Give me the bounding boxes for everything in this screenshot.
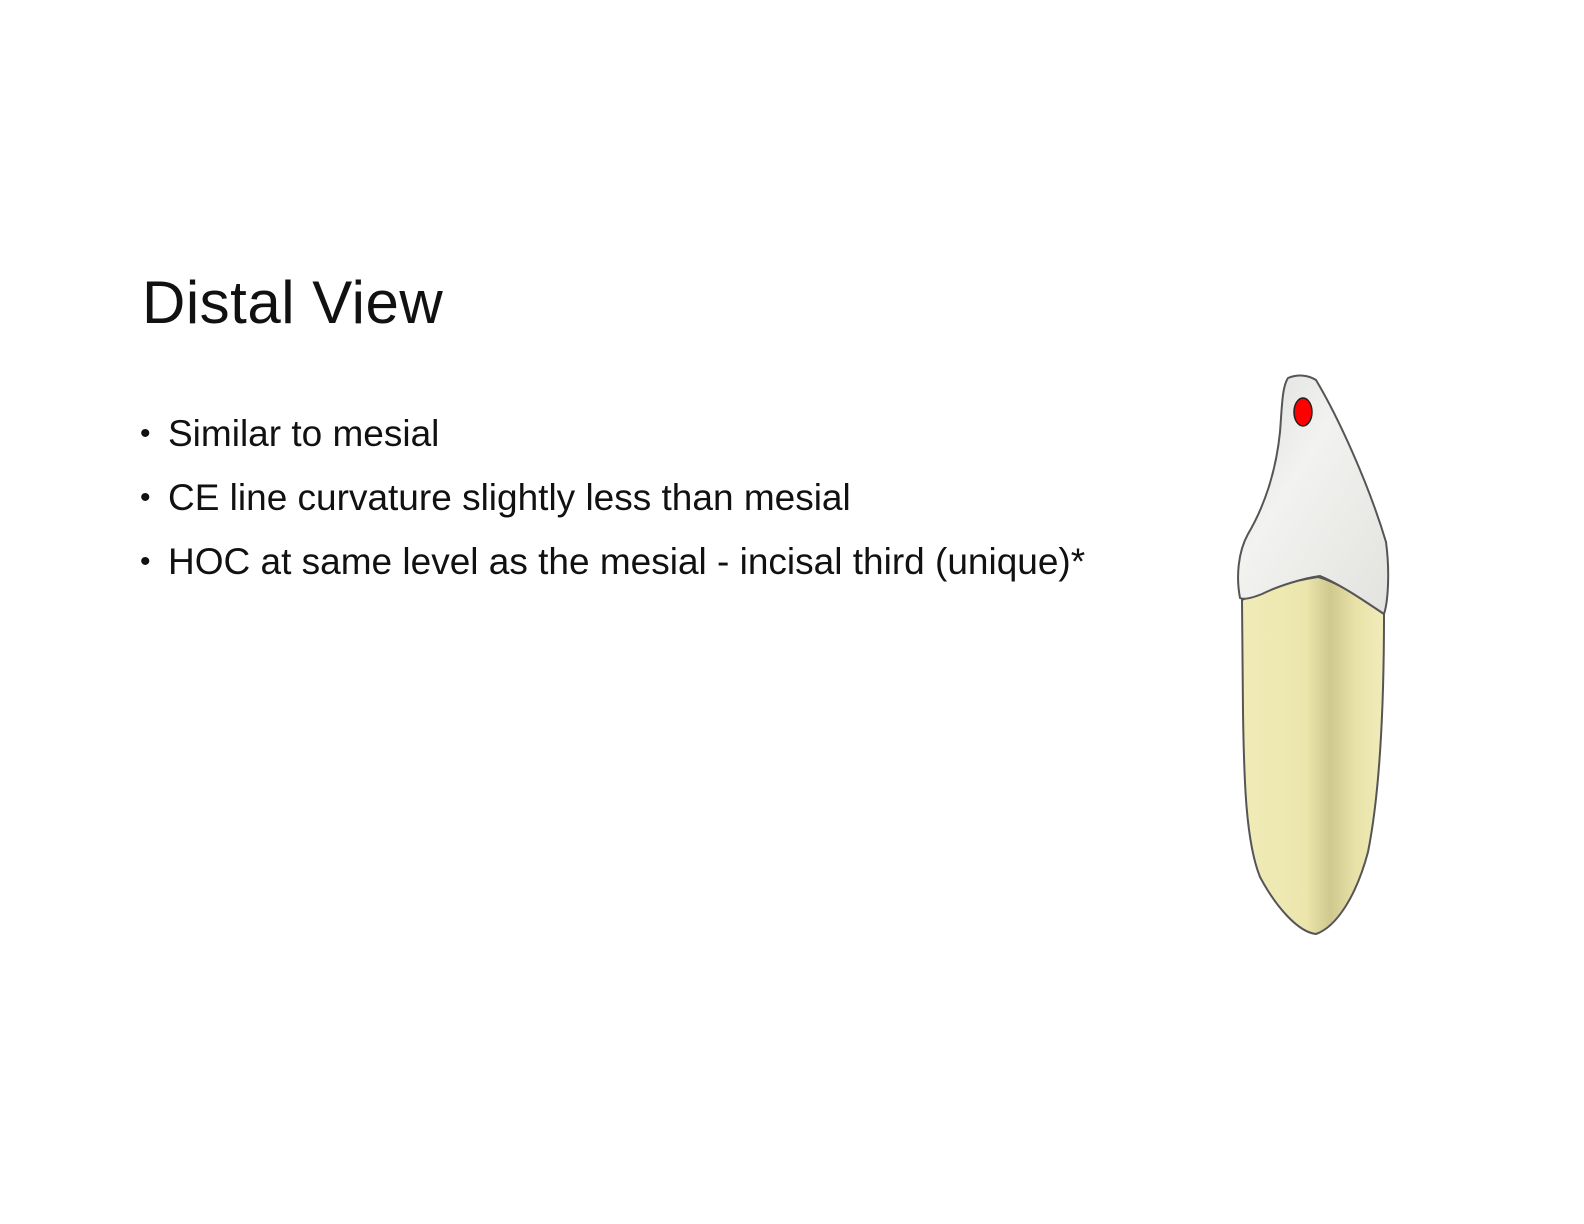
tooth-crown [1237,374,1390,616]
bullet-marker: • [140,481,151,514]
bullet-text: Similar to mesial [168,413,440,454]
tooth-illustration [1237,374,1390,936]
bullet-marker: • [140,545,151,578]
bullet-text: CE line curvature slightly less than mes… [168,477,851,518]
bullet-item: • Similar to mesial [140,410,1220,458]
bullet-item: • CE line curvature slightly less than m… [140,474,1220,522]
height-of-contour-marker [1293,397,1313,427]
bullet-text: HOC at same level as the mesial - incisa… [168,541,1086,582]
bullet-list: • Similar to mesial • CE line curvature … [140,410,1220,602]
bullet-item: • HOC at same level as the mesial - inci… [140,538,1220,586]
bullet-marker: • [140,417,151,450]
tooth-root [1240,575,1386,936]
slide-title: Distal View [142,269,444,336]
